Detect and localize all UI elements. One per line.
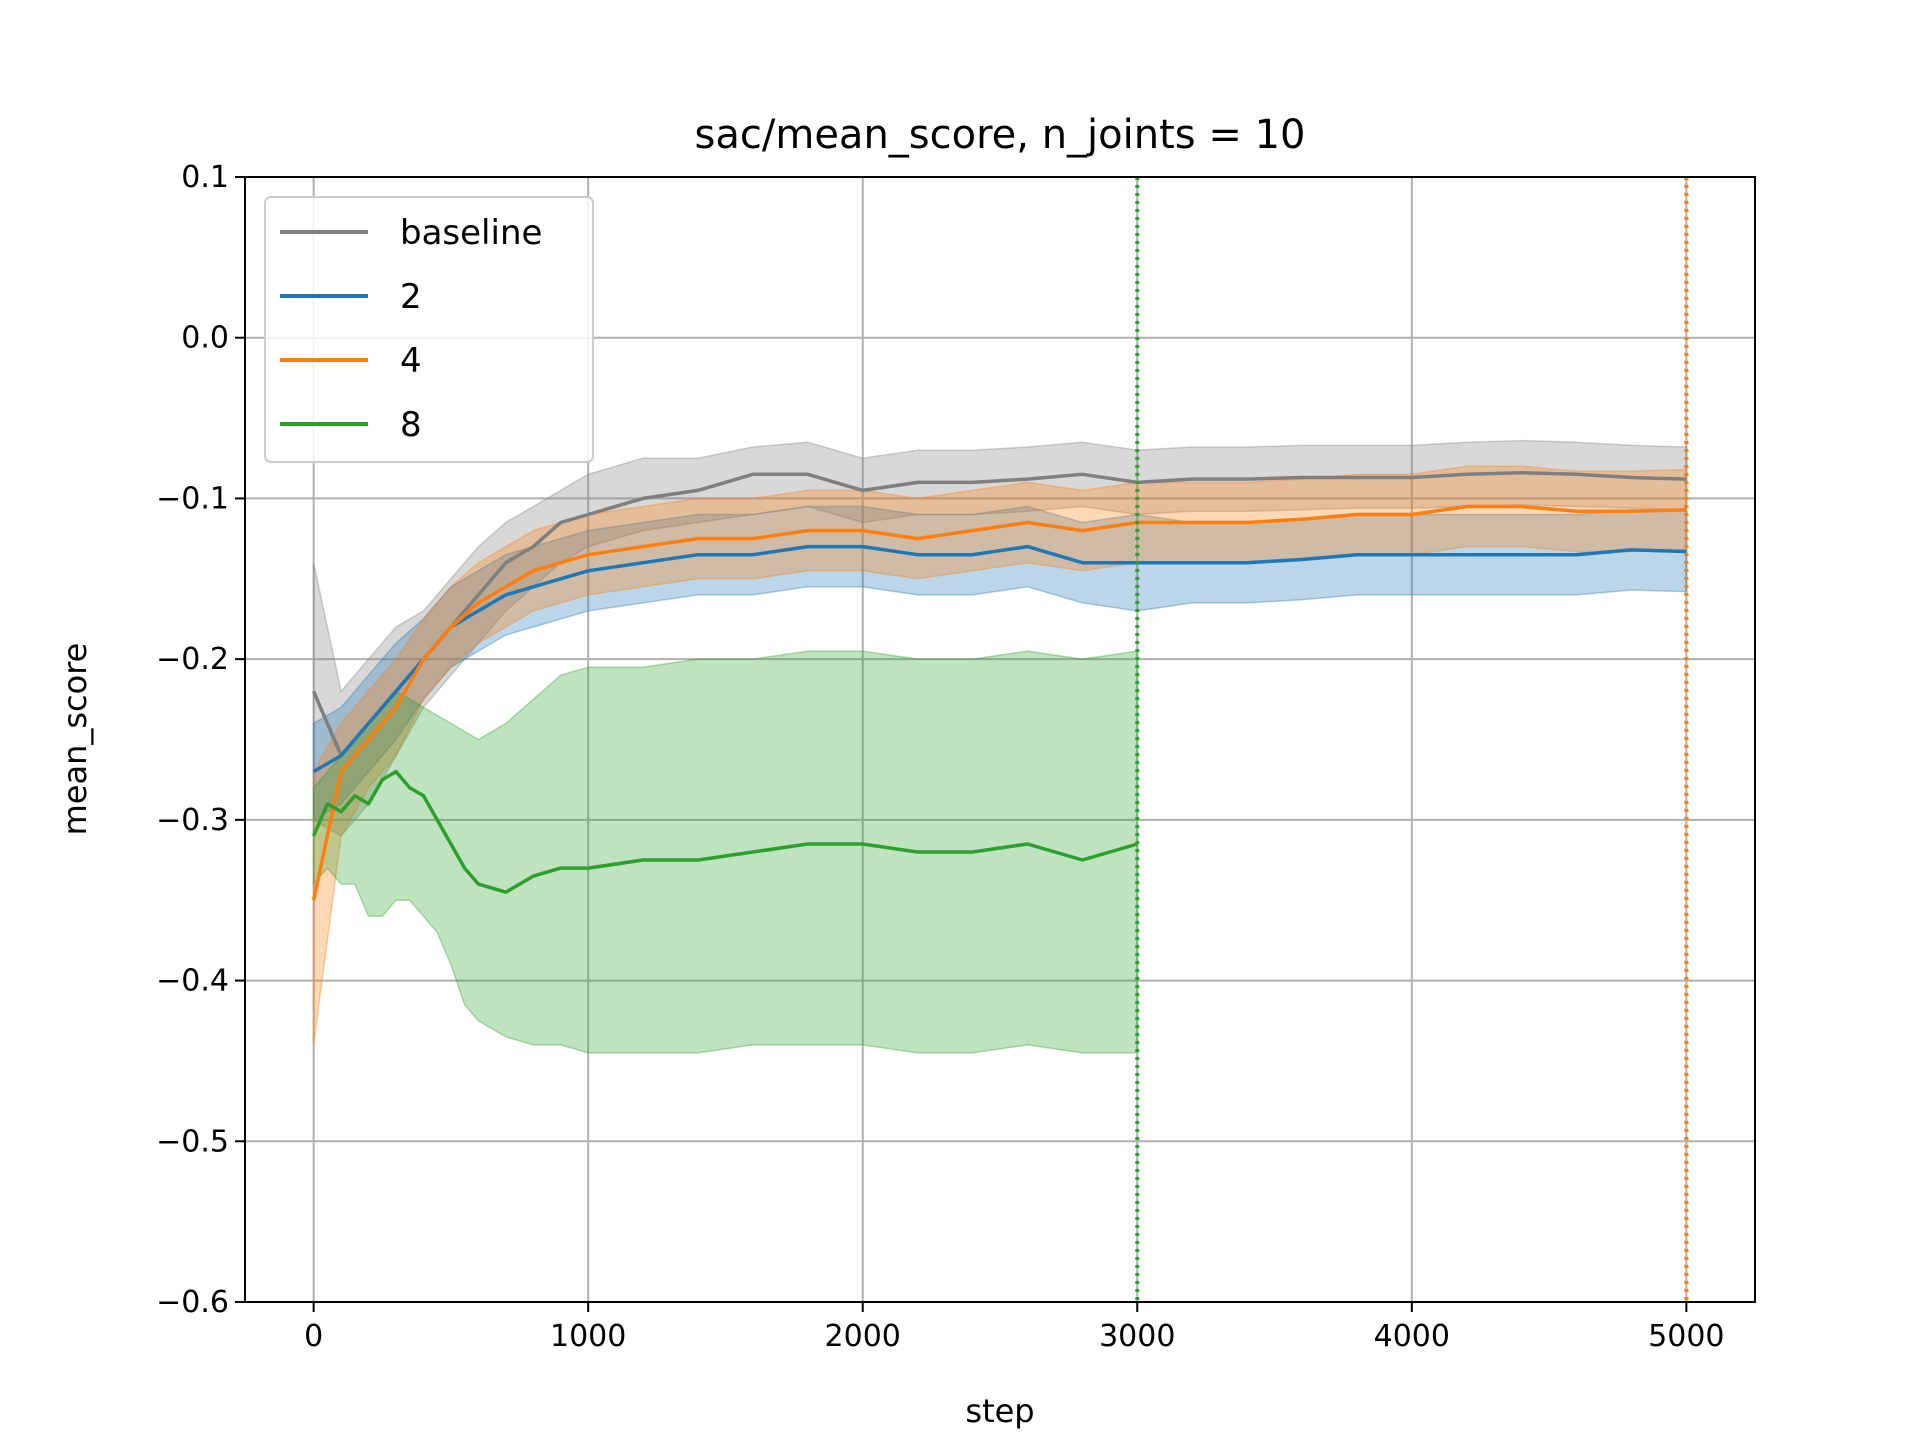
plot-area bbox=[245, 176, 1755, 1303]
confidence-band-8 bbox=[312, 650, 1139, 1054]
x-tick-label: 5000 bbox=[1648, 1319, 1724, 1354]
series-line-8 bbox=[311, 769, 1138, 894]
y-tick-label: −0.4 bbox=[156, 964, 229, 999]
y-tick-label: −0.6 bbox=[156, 1285, 229, 1320]
legend-label-8: 8 bbox=[400, 405, 422, 445]
x-tick-label: 1000 bbox=[550, 1319, 626, 1354]
confidence-band-2 bbox=[312, 505, 1688, 822]
x-tick-label: 0 bbox=[304, 1319, 323, 1354]
legend-label-baseline: baseline bbox=[400, 213, 542, 253]
x-axis-label: step bbox=[965, 1392, 1034, 1430]
x-tick-label: 4000 bbox=[1374, 1319, 1450, 1354]
legend-label-2: 2 bbox=[400, 277, 422, 317]
chart-title: sac/mean_score, n_joints = 10 bbox=[695, 112, 1306, 158]
y-tick-label: 0.0 bbox=[181, 321, 229, 356]
legend-label-4: 4 bbox=[400, 341, 422, 381]
plot-frame bbox=[244, 176, 1756, 1303]
x-tick-label: 2000 bbox=[825, 1319, 901, 1354]
series-line-4 bbox=[311, 504, 1687, 901]
y-tick-label: −0.1 bbox=[156, 481, 229, 516]
y-tick-label: −0.3 bbox=[156, 803, 229, 838]
y-tick-label: 0.1 bbox=[181, 160, 229, 195]
legend: baseline 2 4 8 bbox=[264, 196, 594, 463]
y-axis-label: mean_score bbox=[56, 643, 94, 836]
y-tick-label: −0.2 bbox=[156, 642, 229, 677]
x-tick-label: 3000 bbox=[1099, 1319, 1175, 1354]
legend-frame bbox=[264, 196, 594, 463]
y-tick-label: −0.5 bbox=[156, 1124, 229, 1159]
